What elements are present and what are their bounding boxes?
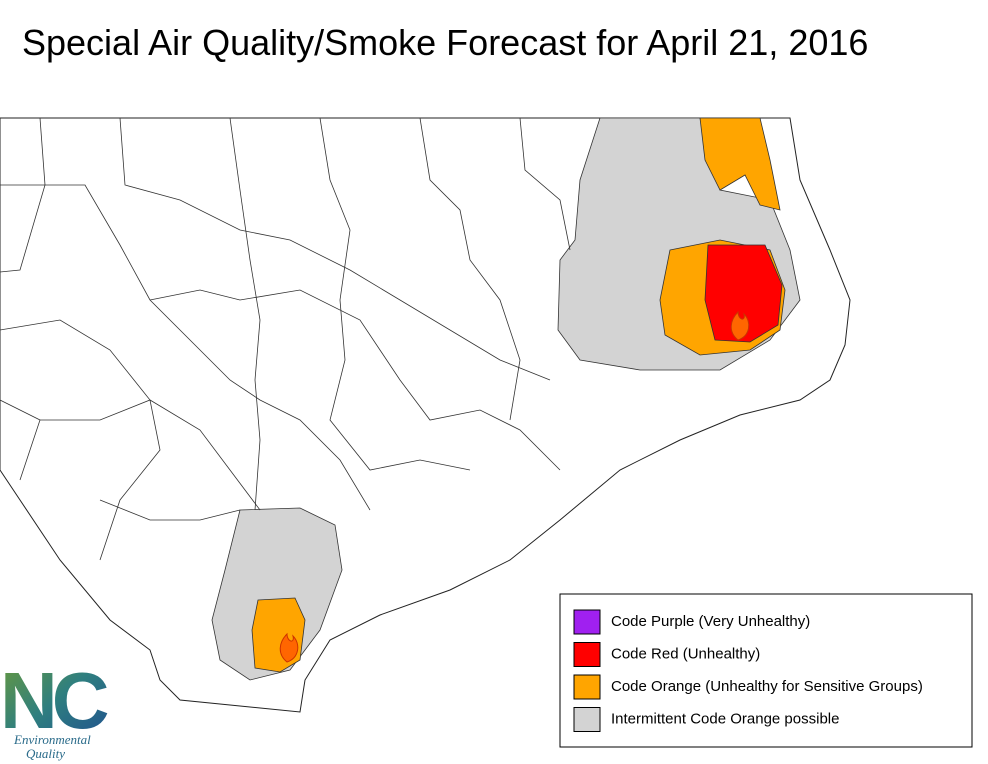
legend-swatch: [573, 609, 601, 635]
logo-mark: NC: [0, 656, 108, 745]
intermittent-zone: [557, 117, 801, 371]
legend-swatch: [573, 674, 601, 700]
map-title: Special Air Quality/Smoke Forecast for A…: [22, 22, 869, 63]
county-lines: [0, 117, 571, 561]
legend-label: Code Red (Unhealthy): [611, 645, 760, 662]
fire-icon: [279, 632, 299, 663]
legend-label: Code Orange (Unhealthy for Sensitive Gro…: [611, 678, 923, 695]
orange-zone: [251, 597, 306, 673]
logo-line: Quality: [26, 746, 65, 761]
logo-line: Environmental: [13, 732, 91, 747]
red-zone: [704, 244, 783, 343]
legend-swatch: [573, 707, 601, 732]
legend-label: Intermittent Code Orange possible: [611, 710, 839, 727]
legend-label: Code Purple (Very Unhealthy): [611, 613, 810, 630]
orange-zone: [659, 239, 786, 356]
legend-box: [559, 593, 973, 748]
orange-zone: [699, 117, 781, 211]
legend-swatch: [573, 642, 601, 667]
state: [0, 117, 851, 713]
intermittent-zone: [211, 507, 343, 681]
fire-icon: [730, 310, 750, 341]
